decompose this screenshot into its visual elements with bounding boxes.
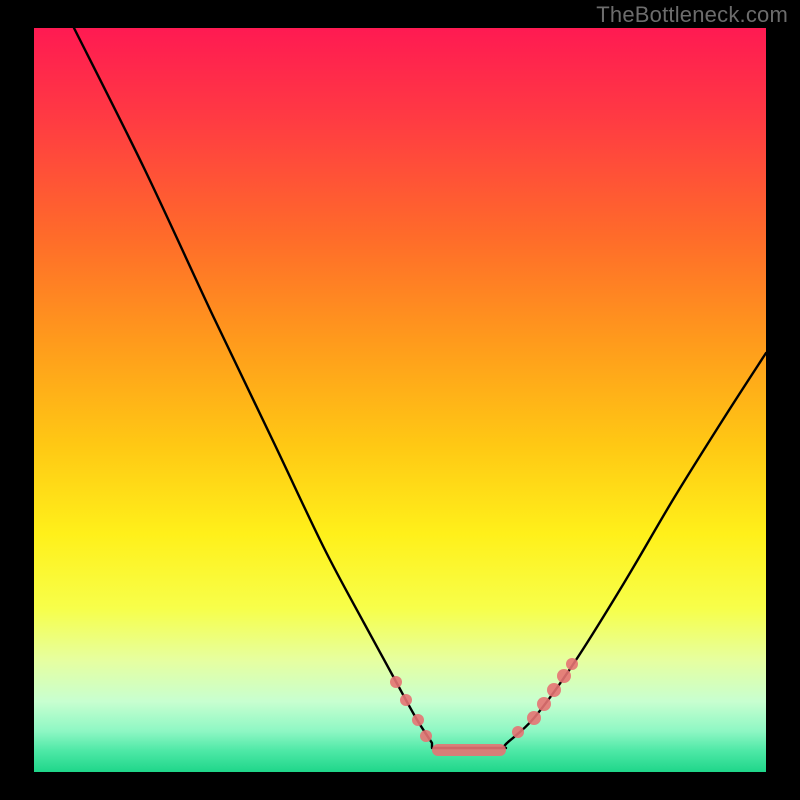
marker-capsule [432, 744, 506, 756]
marker-dot [412, 714, 424, 726]
bottleneck-curve [74, 28, 766, 748]
marker-dot [390, 676, 402, 688]
marker-dot [527, 711, 541, 725]
marker-dot [537, 697, 551, 711]
bottleneck-curve-layer [0, 0, 800, 800]
marker-dot [547, 683, 561, 697]
curve-markers [390, 658, 578, 756]
marker-dot [557, 669, 571, 683]
marker-dot [400, 694, 412, 706]
marker-dot [566, 658, 578, 670]
marker-dot [420, 730, 432, 742]
marker-dot [512, 726, 524, 738]
chart-stage: TheBottleneck.com [0, 0, 800, 800]
